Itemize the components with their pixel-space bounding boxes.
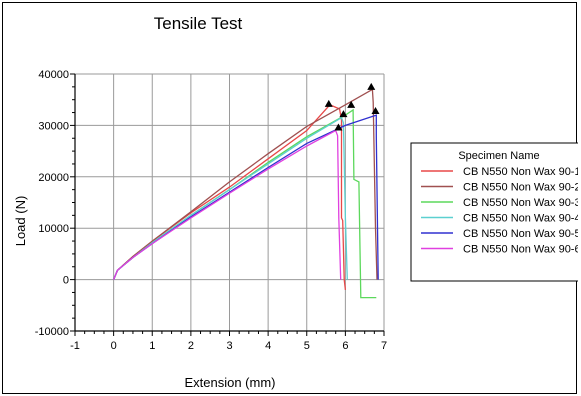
x-tick-label: 7 bbox=[381, 340, 387, 352]
x-tick-label: 6 bbox=[342, 340, 348, 352]
x-tick-label: 3 bbox=[226, 340, 232, 352]
x-tick-label: 4 bbox=[265, 340, 271, 352]
y-axis-label: Load (N) bbox=[13, 196, 28, 247]
legend-entry: CB N550 Non Wax 90-3 bbox=[463, 197, 578, 209]
break-marker bbox=[367, 82, 376, 90]
x-tick-label: 2 bbox=[188, 340, 194, 352]
legend-entry: CB N550 Non Wax 90-6 bbox=[463, 244, 578, 256]
break-marker bbox=[334, 123, 343, 131]
legend-box bbox=[410, 142, 578, 282]
y-tick-label: 0 bbox=[63, 275, 69, 287]
x-axis-label: Extension (mm) bbox=[184, 375, 275, 390]
x-tick-label: -1 bbox=[70, 340, 80, 352]
axes-layer: -1 0 1 2 3 4 5 6 7 -10000 0 10000 20000 30000 40000 bbox=[35, 69, 387, 352]
break-marker bbox=[347, 100, 356, 108]
legend: Specimen Name CB N550 Non Wax 90-1CB N55… bbox=[410, 142, 578, 282]
x-tick-label: 5 bbox=[304, 340, 310, 352]
series-line-4 bbox=[113, 116, 348, 280]
series-line-2 bbox=[113, 88, 378, 280]
y-tick-label: 30000 bbox=[38, 120, 69, 132]
grid-layer bbox=[74, 73, 385, 332]
tensile-test-chart: -1 0 1 2 3 4 5 6 7 -10000 0 10000 20000 30000 40000 Te… bbox=[13, 14, 578, 390]
legend-entry: CB N550 Non Wax 90-1 bbox=[463, 166, 578, 178]
break-marker bbox=[339, 110, 348, 118]
chart-title: Tensile Test bbox=[154, 14, 243, 33]
series-line-6 bbox=[113, 129, 342, 280]
x-tick-label: 0 bbox=[111, 340, 117, 352]
y-tick-label: -10000 bbox=[35, 326, 69, 338]
break-marker bbox=[324, 99, 333, 107]
legend-title: Specimen Name bbox=[458, 150, 539, 162]
marker-layer bbox=[324, 82, 380, 131]
y-tick-label: 10000 bbox=[38, 223, 69, 235]
legend-items: CB N550 Non Wax 90-1 CB N550 Non Wax 90-2… bbox=[421, 166, 578, 256]
break-marker bbox=[371, 107, 380, 115]
legend-entry: CB N550 Non Wax 90-2 bbox=[463, 182, 578, 194]
series-line-3 bbox=[113, 108, 377, 299]
y-tick-label: 40000 bbox=[38, 69, 69, 81]
legend-entry: CB N550 Non Wax 90-5 bbox=[463, 228, 578, 240]
x-tick-label: 1 bbox=[149, 340, 155, 352]
series-layer bbox=[113, 88, 379, 299]
y-tick-label: 20000 bbox=[38, 172, 69, 184]
legend-entry: CB N550 Non Wax 90-4 bbox=[463, 213, 578, 225]
